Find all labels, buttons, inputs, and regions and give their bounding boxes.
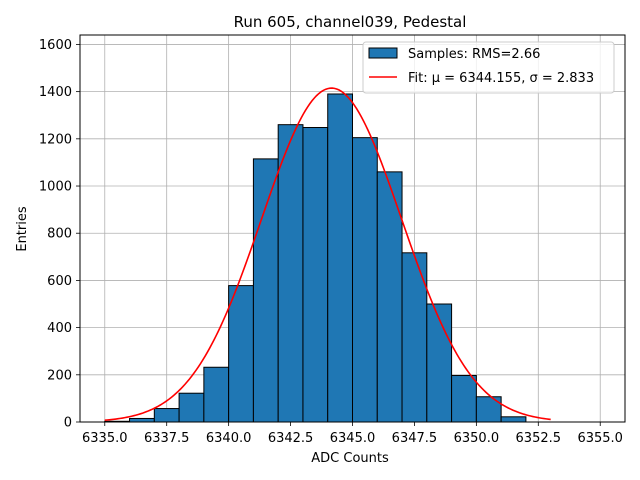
chart-title: Run 605, channel039, Pedestal <box>234 13 467 31</box>
x-tick-label: 6337.5 <box>144 431 190 446</box>
x-tick-label: 6342.5 <box>268 431 314 446</box>
x-tick-label: 6340.0 <box>206 431 252 446</box>
x-axis-ticks: 6335.0 6337.5 6340.0 6342.5 6345.0 6347.5 6350… <box>82 422 623 446</box>
legend-samples-patch <box>368 47 398 59</box>
y-tick-label: 1400 <box>39 85 72 100</box>
x-tick-label: 6350.0 <box>454 431 500 446</box>
y-tick-label: 1200 <box>39 132 72 147</box>
x-tick-label: 6345.0 <box>330 431 376 446</box>
y-tick-label: 400 <box>47 321 72 336</box>
histogram-bars <box>104 93 527 423</box>
histogram-bar <box>475 396 502 423</box>
legend: Samples: RMS=2.66 Fit: μ = 6344.155, σ =… <box>362 41 615 94</box>
y-tick-label: 0 <box>64 416 72 431</box>
x-tick-label: 6352.5 <box>516 431 562 446</box>
histogram-bar <box>302 127 329 423</box>
x-tick-label: 6335.0 <box>82 431 128 446</box>
histogram-bar <box>376 171 403 423</box>
y-tick-label: 200 <box>47 368 72 383</box>
legend-fit-label: Fit: μ = 6344.155, σ = 2.833 <box>408 71 594 86</box>
y-tick-label: 1000 <box>39 180 72 195</box>
y-tick-label: 600 <box>47 274 72 289</box>
y-axis-ticks: 0 200 400 600 800 1000 1200 1400 1600 <box>39 38 80 431</box>
histogram-bar <box>129 417 155 423</box>
histogram-bar <box>203 366 230 423</box>
histogram-bar <box>426 303 453 423</box>
histogram-bar <box>252 158 279 423</box>
legend-box <box>362 41 615 94</box>
histogram-bar <box>500 416 527 423</box>
legend-samples-label: Samples: RMS=2.66 <box>408 47 540 62</box>
x-tick-label: 6347.5 <box>392 431 438 446</box>
histogram-bar <box>352 137 378 423</box>
histogram-bar <box>153 408 180 423</box>
y-tick-label: 1600 <box>39 38 72 53</box>
fit-curve <box>104 87 551 421</box>
histogram-bar <box>327 93 353 423</box>
x-tick-label: 6355.0 <box>577 431 623 446</box>
histogram-bar <box>401 252 428 423</box>
histogram-bar <box>277 124 304 423</box>
y-axis-label: Entries <box>15 206 30 252</box>
histogram-bar <box>451 375 477 423</box>
y-tick-label: 800 <box>47 227 72 242</box>
x-axis-label: ADC Counts <box>311 451 389 466</box>
histogram-bar <box>228 285 254 423</box>
histogram-bar <box>178 392 205 423</box>
